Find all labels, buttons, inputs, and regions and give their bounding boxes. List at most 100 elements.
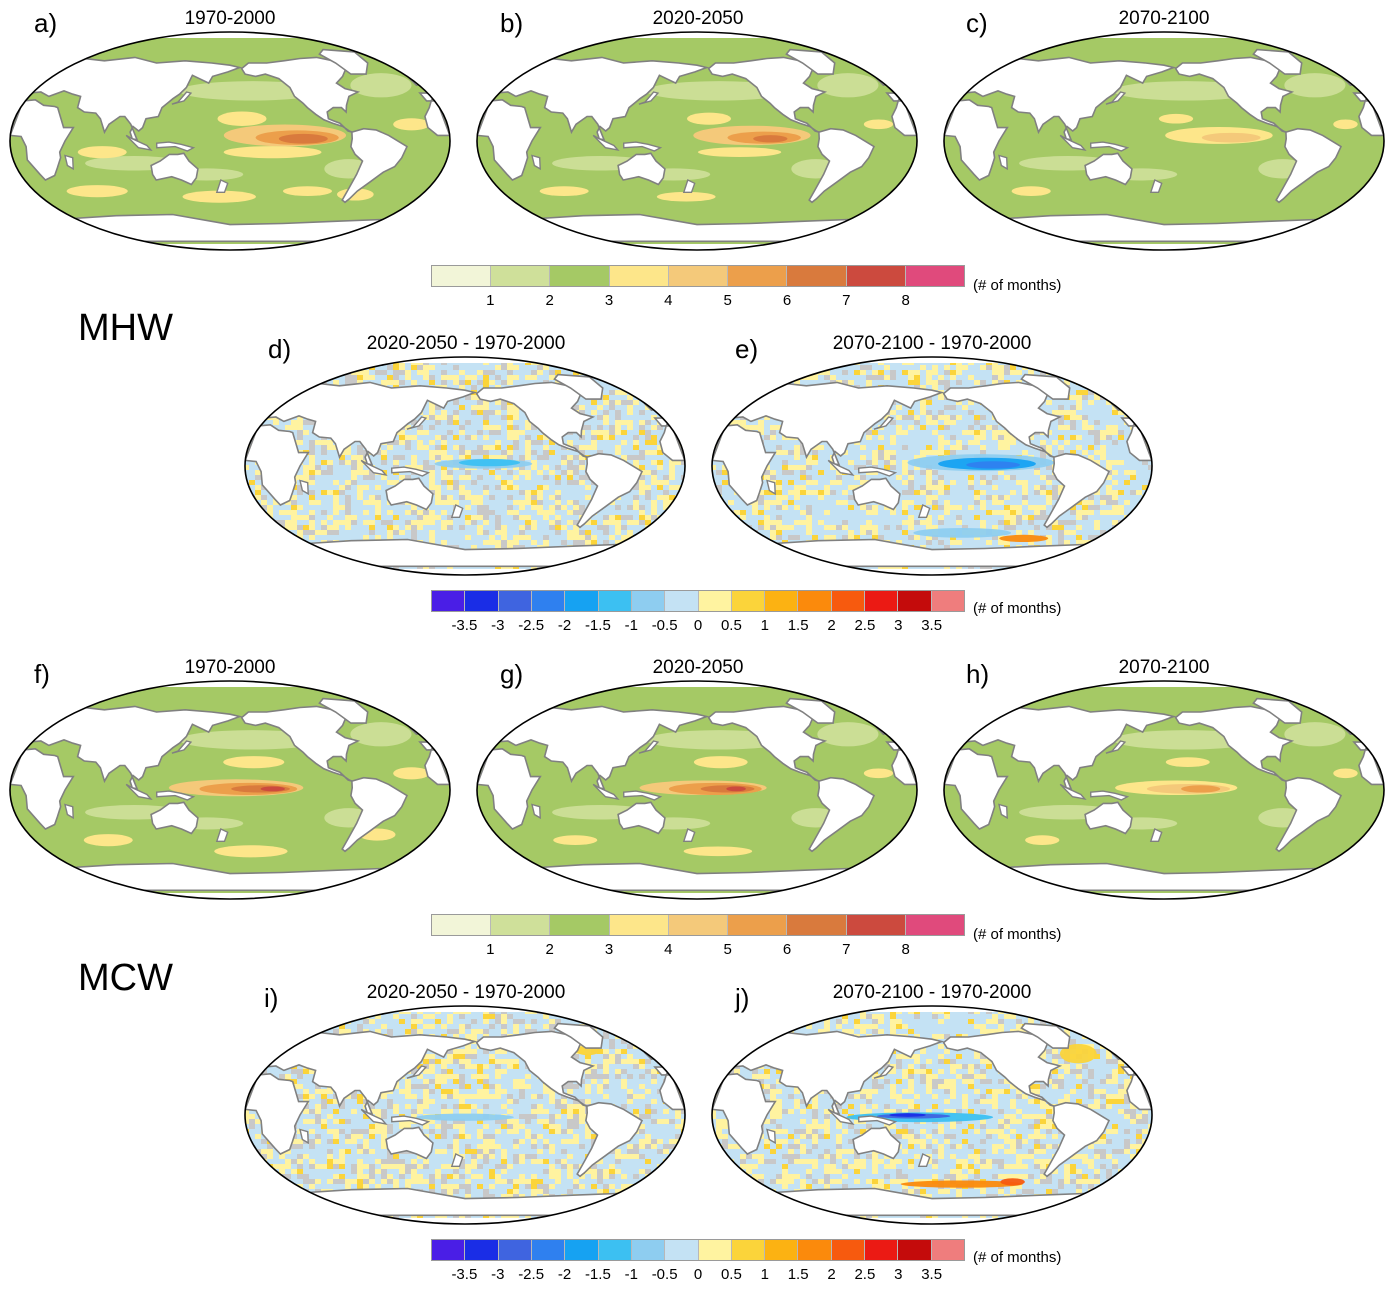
grid-cell	[309, 1164, 315, 1169]
grid-cell	[585, 1069, 591, 1074]
grid-cell	[716, 510, 722, 515]
grid-cell	[645, 390, 651, 395]
grid-cell	[591, 430, 597, 435]
grid-cell	[513, 1144, 519, 1149]
grid-cell	[1130, 550, 1136, 555]
grid-cell	[381, 357, 387, 360]
grid-cell	[273, 375, 279, 380]
grid-cell	[261, 1139, 267, 1144]
grid-cell	[758, 430, 764, 435]
panel-b-title: 2020-2050	[652, 8, 744, 29]
grid-cell	[812, 365, 818, 370]
colorbar-tick-label: 8	[901, 941, 910, 958]
grid-cell	[585, 1129, 591, 1134]
grid-cell	[381, 1094, 387, 1099]
grid-cell	[333, 1119, 339, 1124]
grid-cell	[399, 380, 405, 385]
grid-cell	[339, 360, 345, 365]
grid-cell	[513, 1139, 519, 1144]
grid-cell	[788, 480, 794, 485]
grid-cell	[603, 1014, 609, 1019]
grid-cell	[1076, 535, 1082, 540]
map-bottom-edge	[477, 893, 917, 899]
grid-cell	[944, 380, 950, 385]
grid-cell	[1094, 525, 1100, 530]
grid-cell	[579, 1104, 585, 1109]
grid-cell	[1058, 450, 1064, 455]
grid-cell	[585, 520, 591, 525]
grid-cell	[267, 555, 273, 560]
grid-cell	[627, 1074, 633, 1079]
grid-cell	[585, 1214, 591, 1219]
grid-cell	[1118, 525, 1124, 530]
grid-cell	[495, 1074, 501, 1079]
grid-cell	[1088, 500, 1094, 505]
grid-cell	[567, 455, 573, 460]
grid-cell	[393, 1084, 399, 1089]
grid-cell	[513, 485, 519, 490]
grid-cell	[279, 1169, 285, 1174]
grid-cell	[477, 1074, 483, 1079]
grid-cell	[782, 435, 788, 440]
grid-cell	[537, 370, 543, 375]
grid-cell	[297, 430, 303, 435]
grid-cell	[645, 485, 651, 490]
grid-cell	[950, 370, 956, 375]
grid-cell	[734, 525, 740, 530]
grid-cell	[1088, 400, 1094, 405]
grid-cell	[1070, 575, 1076, 577]
grid-cell	[387, 525, 393, 530]
grid-cell	[992, 430, 998, 435]
grid-cell	[621, 1194, 627, 1199]
grid-cell	[537, 1134, 543, 1139]
grid-cell	[1022, 495, 1028, 500]
grid-cell	[495, 545, 501, 550]
grid-cell	[1064, 530, 1070, 535]
grid-cell	[453, 480, 459, 485]
grid-cell	[471, 1064, 477, 1069]
grid-cell	[483, 1064, 489, 1069]
colorbar-tick-label: 1	[760, 617, 769, 634]
grid-cell	[1112, 470, 1118, 475]
map-top-edge	[10, 681, 450, 687]
grid-cell	[531, 1104, 537, 1109]
grid-cell	[980, 445, 986, 450]
grid-cell	[639, 520, 645, 525]
value-region	[753, 135, 788, 143]
colorbar-tick-label: 4	[664, 292, 673, 309]
grid-cell	[489, 1169, 495, 1174]
grid-cell	[555, 1169, 561, 1174]
grid-cell	[764, 515, 770, 520]
grid-cell	[507, 545, 513, 550]
island	[1105, 740, 1127, 754]
grid-cell	[615, 560, 621, 565]
grid-cell	[657, 520, 663, 525]
grid-cell	[321, 520, 327, 525]
grid-cell	[890, 375, 896, 380]
grid-cell	[639, 570, 645, 575]
grid-cell	[351, 1109, 357, 1114]
grid-cell	[513, 1029, 519, 1034]
colorbar-swatch	[765, 591, 799, 611]
grid-cell	[902, 565, 908, 570]
grid-cell	[639, 1194, 645, 1199]
grid-cell	[794, 535, 800, 540]
grid-cell	[309, 440, 315, 445]
grid-cell	[615, 565, 621, 570]
grid-cell	[651, 395, 657, 400]
grid-cell	[447, 475, 453, 480]
grid-cell	[267, 1199, 273, 1204]
grid-cell	[459, 1024, 465, 1029]
grid-cell	[459, 1099, 465, 1104]
grid-cell	[381, 520, 387, 525]
grid-cell	[926, 490, 932, 495]
grid-cell	[357, 1159, 363, 1164]
grid-cell	[291, 1039, 297, 1044]
landmass-africa-east	[477, 98, 542, 181]
grid-cell	[615, 445, 621, 450]
grid-cell	[956, 575, 962, 577]
map-panel-i	[244, 1005, 686, 1225]
grid-cell	[1016, 520, 1022, 525]
grid-cell	[669, 475, 675, 480]
grid-cell	[297, 1214, 303, 1219]
